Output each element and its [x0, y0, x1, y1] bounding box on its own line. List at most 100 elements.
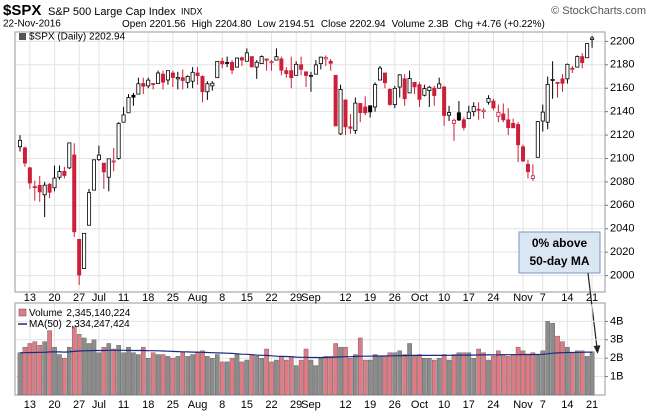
candle-body — [220, 60, 225, 65]
candle-body — [461, 119, 466, 128]
date: 22-Nov-2016 — [3, 19, 61, 30]
candle-body — [141, 83, 146, 87]
y-tick-label: 2200 — [610, 35, 634, 47]
candle-body — [486, 98, 491, 103]
volume-bar — [338, 346, 343, 396]
volume-bar — [91, 339, 97, 396]
candle-body — [521, 146, 526, 162]
volume-bar — [190, 354, 195, 396]
volume-bar — [52, 346, 57, 396]
candle-body — [442, 86, 447, 116]
candle-body — [382, 72, 387, 84]
volume-bar — [76, 334, 82, 396]
candle-body — [516, 124, 521, 146]
candle-body — [269, 61, 274, 64]
x-tick-label: 26 — [389, 292, 401, 304]
exchange: INDX — [181, 6, 203, 16]
candle-body — [82, 232, 87, 269]
x-tick-label: 8 — [219, 292, 225, 304]
candle-body — [62, 170, 67, 176]
x-tick-label: 15 — [241, 399, 253, 411]
volume-bar — [540, 350, 546, 396]
candle-body — [407, 78, 412, 94]
legend-name: Volume — [29, 308, 63, 319]
candle-body — [422, 88, 427, 96]
x-tick-label: 19 — [364, 399, 376, 411]
volume-bar — [589, 351, 595, 396]
volume-bar — [303, 348, 309, 396]
candle-body — [274, 56, 279, 61]
x-tick-label: 26 — [389, 399, 401, 411]
candle-body — [432, 87, 437, 96]
volume-bar — [96, 352, 102, 396]
y-tick-label: 2000 — [610, 270, 634, 282]
x-tick-label: 25 — [167, 292, 179, 304]
candle-body — [195, 72, 200, 76]
x-tick-label: 8 — [219, 399, 225, 411]
ma-line — [20, 349, 593, 359]
volume-bar — [165, 356, 171, 396]
volume-bar — [57, 354, 62, 396]
candle-body — [156, 72, 161, 84]
volume-bar — [362, 359, 368, 396]
volume-bar — [422, 358, 427, 396]
candle-body — [402, 78, 407, 100]
legend-label: MA(50) 2,334,247,424 — [29, 319, 130, 330]
quote-value: 2202.94 — [349, 19, 386, 30]
x-tick-label: 12 — [339, 399, 351, 411]
candle-body — [348, 126, 353, 129]
candle-body — [328, 60, 333, 64]
annotation-text: 0% above — [532, 236, 588, 250]
candle-body — [555, 81, 560, 84]
volume-bar — [574, 350, 580, 396]
x-tick-label: 27 — [73, 292, 85, 304]
candle-body — [378, 67, 383, 81]
candle-body — [506, 119, 511, 128]
volume-bar — [180, 352, 186, 396]
candle-body — [87, 192, 92, 226]
y-tick-label: 2120 — [610, 129, 634, 141]
volume-bar — [106, 343, 112, 396]
quote-label: Open — [122, 19, 146, 30]
legend-value: 2,334,247,424 — [66, 319, 130, 330]
volume-bar — [377, 356, 383, 396]
x-tick-label: 29 — [290, 292, 302, 304]
candle-body — [540, 111, 545, 122]
volume-bar — [244, 359, 250, 396]
volume-bar — [496, 350, 501, 396]
volume-bar — [269, 361, 274, 396]
candle-body — [417, 84, 422, 100]
legend-label: Volume 2,345,140,224 — [29, 308, 131, 319]
x-tick-label: 25 — [167, 399, 179, 411]
candle-body — [185, 75, 190, 83]
volume-bar — [560, 341, 565, 396]
volume-bar — [298, 359, 304, 396]
x-tick-label: 11 — [118, 292, 129, 304]
volume-bar — [214, 354, 220, 396]
candle-body — [437, 83, 442, 89]
price-panel — [14, 31, 606, 293]
x-tick-label: 7 — [540, 292, 546, 304]
x-tick-label: 10 — [438, 292, 450, 304]
candle-body — [373, 84, 378, 108]
candle-body — [254, 61, 259, 68]
candle-body — [590, 37, 595, 40]
candle-body — [136, 83, 141, 95]
candle-body — [27, 167, 32, 184]
volume-bar — [333, 343, 338, 396]
candle-body — [72, 154, 77, 233]
candle-body — [304, 71, 309, 76]
volume-bar — [150, 352, 156, 396]
candle-body — [101, 162, 106, 173]
volume-bar — [328, 356, 333, 396]
y-tick-label: 2080 — [610, 176, 634, 188]
volume-bar — [22, 346, 28, 396]
x-tick-label: Nov — [513, 292, 533, 304]
volume-bar — [308, 359, 314, 396]
candle-body — [580, 56, 585, 63]
volume-bar — [367, 359, 373, 396]
candle-body — [210, 82, 215, 87]
volume-bar — [288, 356, 294, 396]
candle-body — [57, 171, 62, 178]
